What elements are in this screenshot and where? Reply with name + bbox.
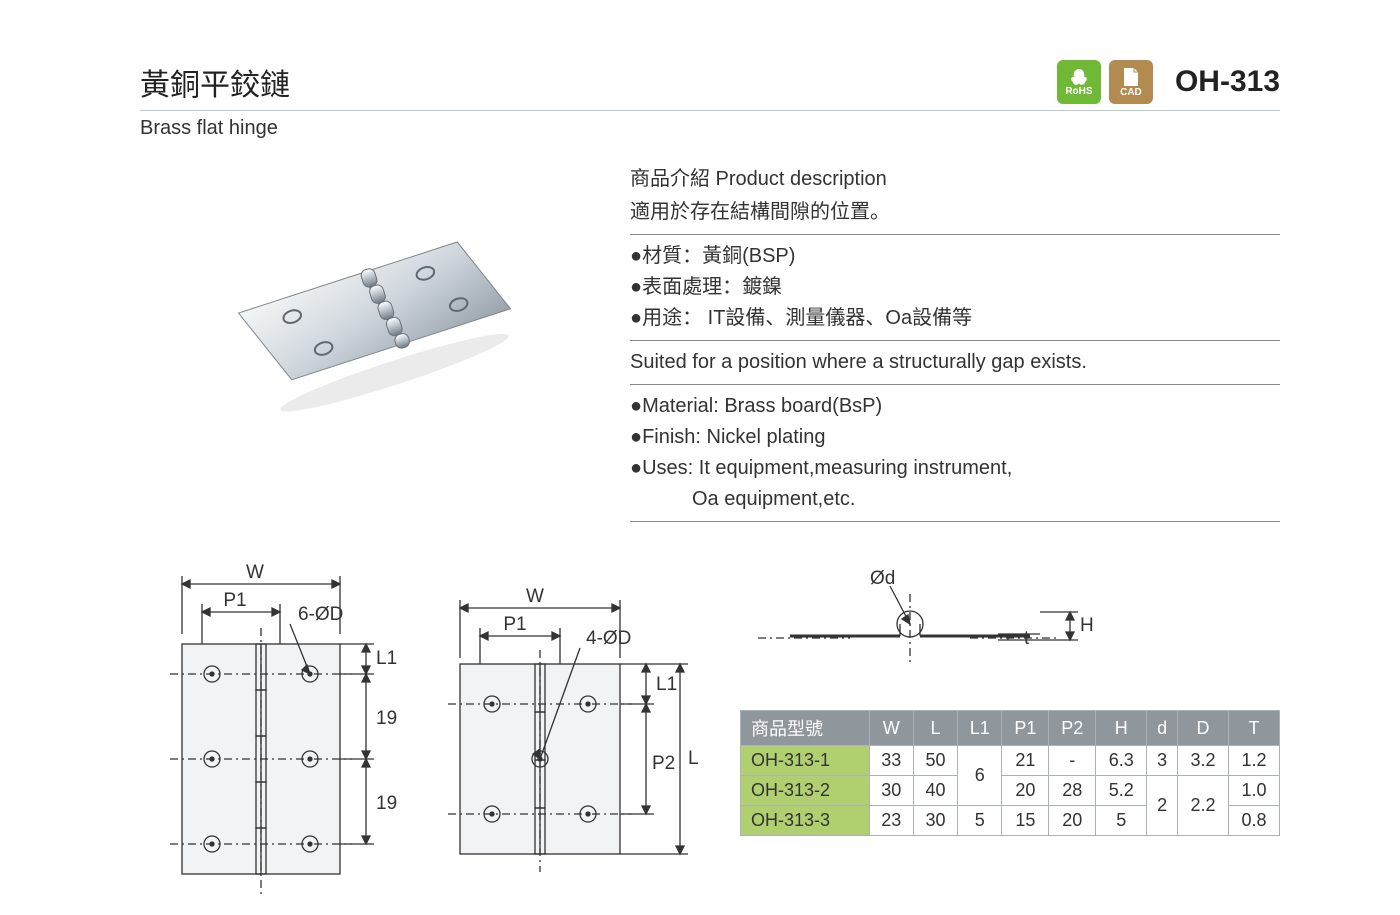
rohs-badge-icon: RoHS [1057, 60, 1101, 104]
d3-H: H [1080, 615, 1094, 636]
right-column: Ød t H 商品型號 W L L1 P1 P2 H d D T [740, 564, 1280, 836]
d1-L1: L1 [376, 648, 397, 669]
cad-badge-icon: CAD [1109, 60, 1153, 104]
cell: 20 [1049, 806, 1096, 836]
d2-W: W [526, 586, 544, 607]
cell: 2 [1147, 776, 1178, 836]
bullet-en-2: ●Uses: It equipment,measuring instrument… [630, 453, 1280, 484]
d2-L1: L1 [656, 674, 677, 695]
cell-model: OH-313-1 [741, 746, 870, 776]
cell: 5 [958, 806, 1002, 836]
table-header-row: 商品型號 W L L1 P1 P2 H d D T [741, 711, 1280, 746]
header-right: RoHS CAD OH-313 [1057, 60, 1280, 104]
cell-model: OH-313-3 [741, 806, 870, 836]
th-d: d [1147, 711, 1178, 746]
cell-model: OH-313-2 [741, 776, 870, 806]
bullet-en-cont: Oa equipment,etc. [630, 484, 1280, 515]
bullet-cn-0: ●材質：黃銅(BSP) [630, 241, 1280, 272]
d3-t: t [1024, 628, 1030, 649]
cell: 2.2 [1178, 776, 1229, 836]
cell: 40 [913, 776, 957, 806]
title-cn: 黃銅平鉸鏈 [140, 60, 290, 104]
th-H: H [1096, 711, 1147, 746]
product-photo [140, 164, 590, 528]
spec-table: 商品型號 W L L1 P1 P2 H d D T OH-313-1 33 50 [740, 710, 1280, 836]
th-L1: L1 [958, 711, 1002, 746]
cell: 5.2 [1096, 776, 1147, 806]
th-P1: P1 [1002, 711, 1049, 746]
divider [630, 340, 1280, 341]
d1-s1: 19 [376, 708, 397, 729]
cell: 15 [1002, 806, 1049, 836]
cell: 20 [1002, 776, 1049, 806]
title-en: Brass flat hinge [140, 117, 1280, 140]
model-code: OH-313 [1175, 65, 1280, 99]
table-row: OH-313-2 30 40 20 28 5.2 2 2.2 1.0 [741, 776, 1280, 806]
cell: 3.2 [1178, 746, 1229, 776]
d1-s2: 19 [376, 793, 397, 814]
d3-d: Ød [870, 568, 895, 589]
d1-P1: P1 [223, 590, 246, 611]
description: 商品介紹 Product description 適用於存在結構間隙的位置。 ●… [630, 164, 1280, 528]
cell: 3 [1147, 746, 1178, 776]
cell: 5 [1096, 806, 1147, 836]
cell: 50 [913, 746, 957, 776]
desc-section-title: 商品介紹 Product description [630, 164, 1280, 195]
divider [630, 384, 1280, 385]
cell: 30 [869, 776, 913, 806]
th-T: T [1228, 711, 1279, 746]
table-row: OH-313-1 33 50 6 21 - 6.3 3 3.2 1.2 [741, 746, 1280, 776]
d2-P1: P1 [503, 614, 526, 635]
diagram-4hole: W P1 4-ØD L1 P2 L [430, 564, 710, 884]
cell: 6.3 [1096, 746, 1147, 776]
diagram-side: Ød t H [740, 564, 1100, 684]
diagrams-row: W P1 6-ØD L1 19 19 [140, 564, 1280, 904]
bullet-cn-1: ●表面處理：鍍鎳 [630, 272, 1280, 303]
bullet-cn-2: ●用途： IT設備、測量儀器、Oa設備等 [630, 303, 1280, 334]
cell: 0.8 [1228, 806, 1279, 836]
diagram-6hole: W P1 6-ØD L1 19 19 [140, 564, 400, 904]
divider [630, 234, 1280, 235]
d1-holes: 6-ØD [298, 604, 343, 625]
cell: 6 [958, 746, 1002, 806]
cell: 1.2 [1228, 746, 1279, 776]
cell: 21 [1002, 746, 1049, 776]
th-P2: P2 [1049, 711, 1096, 746]
th-model: 商品型號 [741, 711, 870, 746]
d2-P2: P2 [652, 753, 675, 774]
d1-W: W [246, 564, 264, 583]
d2-holes: 4-ØD [586, 628, 631, 649]
bullet-en-1: ●Finish: Nickel plating [630, 422, 1280, 453]
cell: 33 [869, 746, 913, 776]
cad-label: CAD [1120, 87, 1142, 98]
bullet-en-0: ●Material: Brass board(BsP) [630, 391, 1280, 422]
mid-section: 商品介紹 Product description 適用於存在結構間隙的位置。 ●… [140, 164, 1280, 528]
th-W: W [869, 711, 913, 746]
cell: 1.0 [1228, 776, 1279, 806]
desc-intro-cn: 適用於存在結構間隙的位置。 [630, 197, 1280, 228]
cell: 23 [869, 806, 913, 836]
th-L: L [913, 711, 957, 746]
page-header: 黃銅平鉸鏈 RoHS CAD OH-313 [140, 60, 1280, 111]
divider [630, 521, 1280, 522]
cell: 28 [1049, 776, 1096, 806]
cell: 30 [913, 806, 957, 836]
cell: - [1049, 746, 1096, 776]
d2-L: L [688, 748, 699, 769]
desc-intro-en: Suited for a position where a structural… [630, 347, 1280, 378]
th-D: D [1178, 711, 1229, 746]
rohs-label: RoHS [1065, 86, 1092, 97]
